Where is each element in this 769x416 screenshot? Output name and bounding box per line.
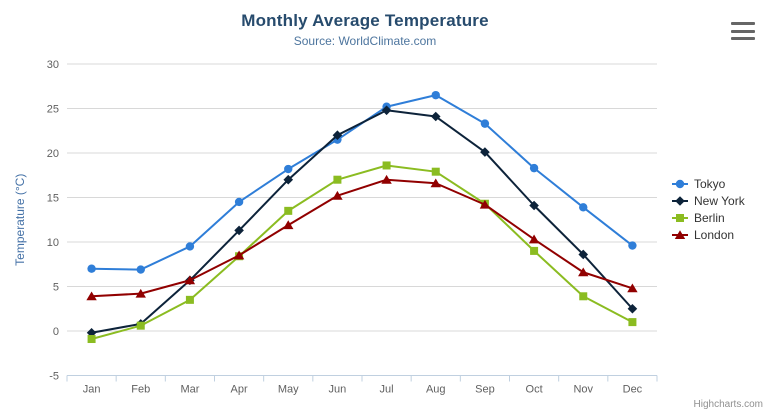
data-point-marker[interactable]: [578, 249, 589, 260]
x-axis-tick-label: Jun: [329, 384, 347, 396]
series-line: [90, 109, 634, 334]
series-line: [90, 94, 634, 271]
data-point-marker[interactable]: [87, 335, 96, 344]
hamburger-menu-icon[interactable]: [729, 20, 757, 42]
y-axis-tick-label: 10: [47, 237, 59, 249]
y-axis-title: Temperature (°C): [13, 174, 27, 266]
x-axis-tick-label: Mar: [180, 384, 199, 396]
data-point-marker[interactable]: [284, 206, 293, 215]
data-point-marker[interactable]: [136, 265, 145, 274]
data-point-marker[interactable]: [284, 164, 293, 174]
legend-label: Tokyo: [694, 177, 726, 191]
data-point-marker[interactable]: [136, 321, 145, 330]
legend-label: New York: [694, 194, 746, 208]
x-axis-tick-label: Jan: [83, 384, 101, 396]
data-point-marker[interactable]: [529, 163, 539, 173]
x-axis-tick-label: Oct: [526, 384, 543, 396]
data-point-marker[interactable]: [234, 225, 244, 236]
x-axis-tick-label: Dec: [623, 384, 643, 396]
data-point-marker[interactable]: [528, 234, 540, 244]
x-axis-tick-label: Aug: [426, 384, 446, 396]
data-point-marker[interactable]: [184, 275, 196, 285]
y-axis-tick-label: 0: [53, 326, 59, 338]
data-point-marker[interactable]: [86, 291, 97, 301]
highcharts-credits-link[interactable]: Highcharts.com: [693, 399, 763, 410]
data-point-marker[interactable]: [283, 174, 294, 185]
legend-item-london[interactable]: London: [672, 228, 734, 242]
data-point-marker[interactable]: [431, 90, 440, 100]
data-point-marker[interactable]: [332, 190, 343, 200]
data-point-marker[interactable]: [579, 292, 588, 301]
series-london[interactable]: [86, 174, 638, 301]
legend-symbol-marker: [674, 230, 686, 239]
y-axis-tick-label: 20: [47, 148, 59, 160]
series-tokyo[interactable]: [87, 90, 637, 274]
data-point-marker[interactable]: [430, 178, 441, 188]
data-point-marker[interactable]: [627, 303, 638, 314]
series-line: [90, 178, 634, 298]
y-axis-tick-label: 25: [47, 104, 59, 116]
data-point-marker[interactable]: [87, 264, 96, 273]
series-new-york[interactable]: [86, 105, 638, 338]
y-axis-tick-label: -5: [49, 371, 59, 383]
data-point-marker[interactable]: [185, 295, 194, 304]
legend-item-new-york[interactable]: New York: [672, 194, 746, 208]
legend-symbol-marker: [675, 196, 685, 206]
legend-label: London: [694, 228, 734, 242]
legend-symbol-marker: [675, 179, 685, 189]
legend-item-berlin[interactable]: Berlin: [672, 211, 725, 225]
data-point-marker[interactable]: [283, 220, 294, 230]
x-axis-tick-label: Feb: [131, 384, 150, 396]
data-point-marker[interactable]: [579, 203, 588, 212]
x-axis-tick-label: May: [278, 384, 299, 396]
x-axis-tick-label: Nov: [573, 384, 593, 396]
data-point-marker[interactable]: [628, 241, 637, 250]
chart-subtitle: Source: WorldClimate.com: [293, 34, 437, 48]
data-point-marker[interactable]: [185, 242, 195, 251]
y-axis-tick-label: 30: [47, 59, 59, 71]
data-point-marker[interactable]: [234, 197, 244, 207]
data-point-marker[interactable]: [332, 130, 343, 140]
y-axis-tick-label: 5: [53, 282, 59, 294]
data-point-marker[interactable]: [382, 161, 391, 170]
y-axis-tick-label: 15: [47, 193, 59, 205]
legend-label: Berlin: [694, 211, 725, 225]
data-point-marker[interactable]: [479, 199, 491, 209]
data-point-marker[interactable]: [480, 119, 490, 128]
x-axis-tick-label: Sep: [475, 384, 495, 396]
chart-title: Monthly Average Temperature: [241, 11, 489, 30]
data-point-marker[interactable]: [381, 174, 392, 184]
data-point-marker[interactable]: [480, 147, 490, 157]
data-point-marker[interactable]: [233, 250, 245, 260]
hamburger-bar: [731, 29, 755, 33]
data-point-marker[interactable]: [530, 246, 539, 255]
series-line: [90, 164, 634, 341]
legend-symbol-marker: [676, 214, 684, 222]
data-point-marker[interactable]: [333, 175, 342, 184]
data-point-marker[interactable]: [628, 318, 637, 327]
hamburger-bar: [731, 22, 755, 25]
data-point-marker[interactable]: [529, 200, 539, 211]
data-point-marker[interactable]: [135, 288, 146, 298]
data-point-marker[interactable]: [578, 267, 589, 277]
x-axis-tick-label: Jul: [380, 384, 394, 396]
hamburger-bar: [731, 37, 755, 40]
data-point-marker[interactable]: [431, 167, 440, 176]
data-point-marker[interactable]: [627, 283, 638, 293]
data-point-marker[interactable]: [430, 111, 441, 122]
x-axis-tick-label: Apr: [231, 384, 248, 396]
legend-item-tokyo[interactable]: Tokyo: [672, 177, 726, 191]
data-point-marker[interactable]: [381, 105, 392, 116]
